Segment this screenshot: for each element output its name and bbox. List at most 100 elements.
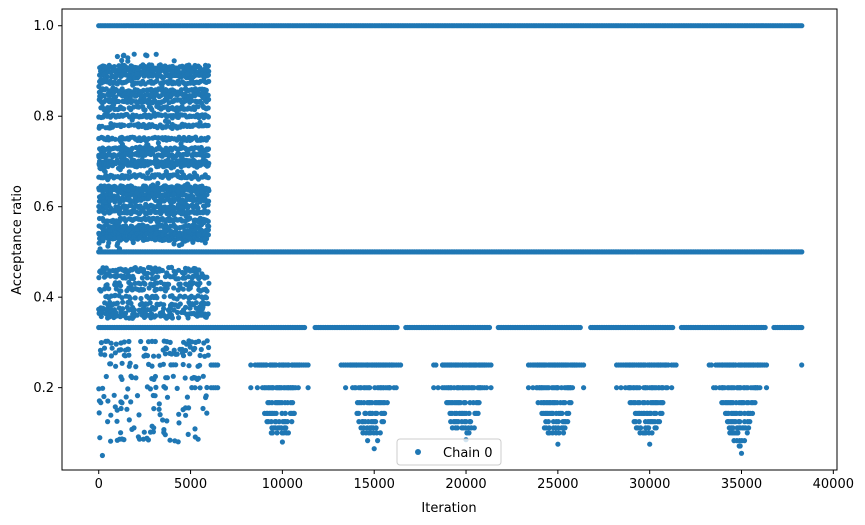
data-point [471,425,477,431]
data-point [167,163,173,169]
data-point [98,94,104,100]
data-point [147,386,153,392]
data-point [149,363,155,369]
data-point [126,417,132,423]
data-point [104,282,110,288]
data-point [398,362,404,368]
data-point [205,152,211,159]
data-point [200,95,206,101]
data-point [203,314,209,320]
data-point [153,313,159,319]
data-point [112,292,118,298]
data-point [157,412,163,418]
data-point [180,353,187,359]
data-point [285,430,291,436]
data-point [143,201,149,207]
data-point [112,187,118,193]
data-point [151,353,157,359]
data-point [114,53,120,60]
data-point [134,71,140,77]
data-point [166,175,172,181]
data-point [163,184,169,190]
data-point [141,429,147,435]
data-point [165,119,172,125]
data-point [126,268,132,274]
data-point [131,313,137,319]
data-point [799,362,805,368]
data-point [187,285,193,291]
data-point [122,204,128,210]
data-point [126,338,132,345]
data-point [123,151,129,157]
data-point [206,188,212,194]
data-point [143,98,149,104]
data-point [116,98,122,105]
data-point [165,151,171,157]
data-point [191,65,198,71]
data-point [139,275,145,281]
data-point [305,385,311,391]
data-point [163,169,169,175]
legend: Chain 0 [396,438,502,466]
data-point [144,353,151,359]
data-point [205,202,211,208]
data-point [116,235,122,241]
data-point [187,351,193,357]
data-point [283,425,289,431]
data-point [169,69,175,75]
data-point [215,385,221,391]
data-point [171,191,177,197]
data-point [131,51,137,57]
data-point [139,150,145,156]
data-point [752,400,758,406]
data-point [154,295,160,301]
data-point [581,362,587,368]
data-point [162,432,168,438]
data-point [98,400,104,406]
data-point [185,431,191,437]
data-point [394,324,400,331]
data-point [118,347,124,353]
data-point [176,315,182,321]
data-point [173,362,179,368]
data-point [649,430,655,436]
data-point [269,430,276,436]
data-point [169,315,175,321]
data-point [108,158,114,164]
data-point [636,385,642,391]
data-point [555,419,561,425]
data-point [144,275,150,281]
data-point [195,176,202,182]
data-point [183,412,189,418]
data-point [737,443,743,449]
data-point [205,218,211,224]
data-point [377,430,383,436]
data-point [169,115,175,121]
data-point [196,375,202,381]
data-point [206,344,212,351]
data-point [204,192,210,198]
data-point [127,360,133,366]
data-point [171,212,177,218]
data-point [163,145,169,151]
data-point [454,425,460,431]
data-point [114,418,120,424]
data-point [176,411,182,417]
data-point [96,410,102,416]
data-point [150,65,157,71]
data-point [111,392,117,398]
data-point [164,217,170,223]
data-point [555,441,561,447]
legend-label: Chain 0 [443,446,493,461]
data-point [133,364,139,370]
data-point [384,400,390,406]
data-point [371,446,377,452]
data-point [108,361,114,367]
data-point [164,346,170,352]
data-point [97,435,103,441]
data-point [380,419,387,425]
data-point [125,346,132,352]
data-point [175,151,181,157]
data-point [140,113,146,119]
data-point [367,385,373,391]
